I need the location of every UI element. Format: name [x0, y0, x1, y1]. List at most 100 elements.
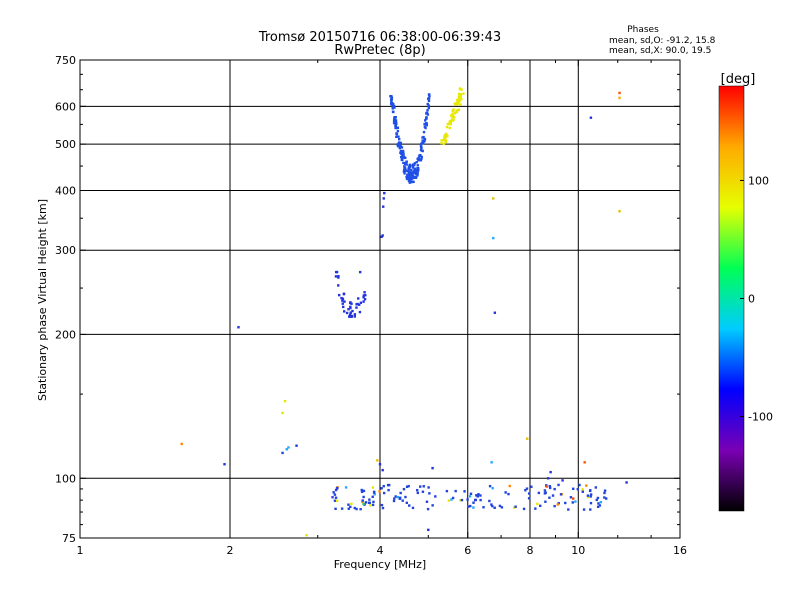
data-point	[586, 495, 590, 499]
data-point	[456, 98, 459, 102]
data-point	[355, 303, 358, 306]
data-point	[362, 502, 365, 506]
data-point	[283, 399, 287, 403]
data-point	[539, 504, 542, 508]
data-point	[453, 116, 456, 119]
data-point	[427, 486, 430, 489]
data-point	[604, 497, 608, 500]
data-point	[597, 502, 600, 505]
data-point	[589, 501, 593, 505]
data-point	[458, 96, 461, 100]
data-point	[440, 139, 443, 142]
data-point	[349, 505, 352, 509]
data-point	[415, 160, 418, 164]
data-point	[468, 495, 472, 498]
data-point	[391, 102, 395, 106]
data-point	[381, 506, 385, 510]
data-point	[331, 496, 334, 499]
data-point	[358, 270, 362, 274]
data-point	[537, 491, 541, 495]
data-point	[335, 499, 339, 502]
data-point	[448, 126, 451, 130]
data-point	[459, 93, 462, 97]
data-point	[223, 463, 226, 466]
data-point	[395, 135, 398, 139]
data-point	[411, 171, 414, 175]
colorbar-tick-label: 0	[748, 293, 755, 306]
data-point	[421, 139, 424, 142]
data-point	[401, 158, 404, 161]
data-point	[427, 99, 431, 103]
data-point	[391, 107, 394, 110]
data-point	[448, 120, 451, 123]
colorbar-tick-label: 100	[748, 174, 769, 187]
data-point	[348, 315, 351, 318]
data-point	[425, 500, 429, 503]
data-point	[425, 116, 428, 119]
data-point	[553, 487, 556, 491]
data-point	[578, 483, 581, 487]
data-point	[457, 98, 460, 101]
data-point	[403, 162, 407, 166]
data-point	[357, 303, 361, 306]
data-point	[476, 495, 479, 498]
data-point	[493, 311, 497, 314]
data-point	[422, 135, 425, 139]
colorbar-gradient	[718, 85, 745, 512]
data-point	[427, 104, 431, 107]
data-point	[358, 310, 362, 314]
data-point	[402, 170, 406, 173]
data-point	[378, 490, 381, 493]
data-point	[589, 495, 592, 498]
data-point	[409, 180, 413, 183]
data-point	[492, 197, 495, 200]
data-point	[586, 494, 590, 497]
data-point	[425, 122, 428, 126]
data-point	[574, 500, 577, 503]
data-point	[423, 139, 426, 142]
data-point	[567, 508, 570, 511]
data-point	[395, 132, 399, 136]
data-point	[512, 506, 516, 509]
data-point	[423, 138, 427, 141]
data-point	[423, 122, 426, 126]
data-point	[305, 534, 308, 537]
data-point	[413, 167, 417, 170]
data-point	[371, 495, 374, 499]
data-point	[364, 293, 367, 297]
data-point	[397, 135, 400, 138]
data-point	[526, 437, 529, 440]
data-point	[391, 110, 395, 113]
data-point	[345, 311, 349, 315]
data-point	[603, 489, 607, 492]
data-point	[360, 488, 363, 492]
data-point	[556, 503, 559, 506]
data-point	[347, 503, 350, 506]
data-point	[603, 491, 606, 495]
data-point	[406, 175, 410, 179]
data-point	[508, 484, 512, 488]
data-point	[413, 169, 416, 172]
colorbar-label: [deg]	[721, 72, 756, 87]
data-point	[410, 173, 413, 177]
data-point	[382, 484, 385, 488]
data-point	[427, 528, 430, 532]
data-point	[549, 470, 552, 474]
data-point	[335, 270, 339, 274]
data-point	[417, 168, 420, 171]
data-point	[350, 502, 353, 505]
data-point	[440, 141, 443, 145]
x-tick-label: 8	[527, 544, 534, 557]
data-point	[445, 134, 449, 137]
data-point	[451, 109, 454, 112]
data-point	[403, 172, 406, 175]
data-point	[450, 498, 453, 501]
data-point	[455, 109, 459, 112]
data-point	[285, 448, 288, 451]
data-point	[334, 496, 338, 499]
data-point	[456, 100, 459, 103]
data-point	[403, 166, 406, 170]
data-point	[383, 191, 386, 195]
data-point	[404, 156, 407, 160]
data-point	[427, 93, 431, 96]
